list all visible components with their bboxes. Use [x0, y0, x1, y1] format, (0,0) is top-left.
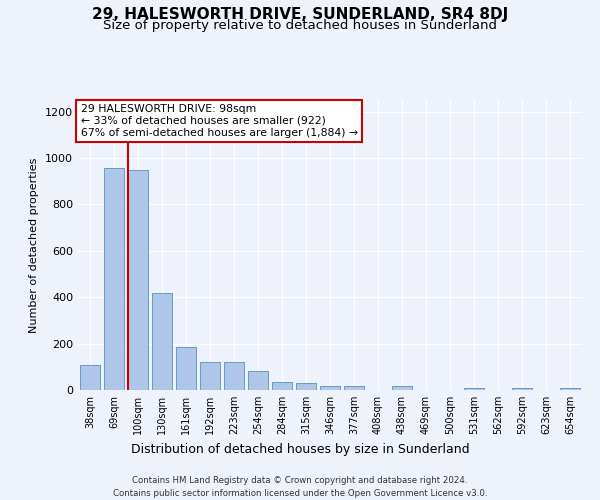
Bar: [200, 362, 220, 390]
Bar: [392, 386, 412, 390]
Bar: [176, 347, 196, 390]
Bar: [512, 388, 532, 390]
Bar: [80, 365, 100, 390]
Bar: [320, 386, 340, 390]
Text: 29, HALESWORTH DRIVE, SUNDERLAND, SR4 8DJ: 29, HALESWORTH DRIVE, SUNDERLAND, SR4 8D…: [92, 8, 508, 22]
Bar: [560, 388, 580, 390]
Bar: [248, 372, 268, 390]
Bar: [464, 388, 484, 390]
Bar: [272, 382, 292, 390]
Y-axis label: Number of detached properties: Number of detached properties: [29, 158, 40, 332]
Bar: [224, 362, 244, 390]
Bar: [152, 292, 172, 390]
Text: Size of property relative to detached houses in Sunderland: Size of property relative to detached ho…: [103, 19, 497, 32]
Bar: [296, 383, 316, 390]
Bar: [104, 168, 124, 390]
Text: Contains HM Land Registry data © Crown copyright and database right 2024.
Contai: Contains HM Land Registry data © Crown c…: [113, 476, 487, 498]
Bar: [128, 170, 148, 390]
Text: Distribution of detached houses by size in Sunderland: Distribution of detached houses by size …: [131, 442, 469, 456]
Bar: [344, 386, 364, 390]
Text: 29 HALESWORTH DRIVE: 98sqm
← 33% of detached houses are smaller (922)
67% of sem: 29 HALESWORTH DRIVE: 98sqm ← 33% of deta…: [80, 104, 358, 138]
